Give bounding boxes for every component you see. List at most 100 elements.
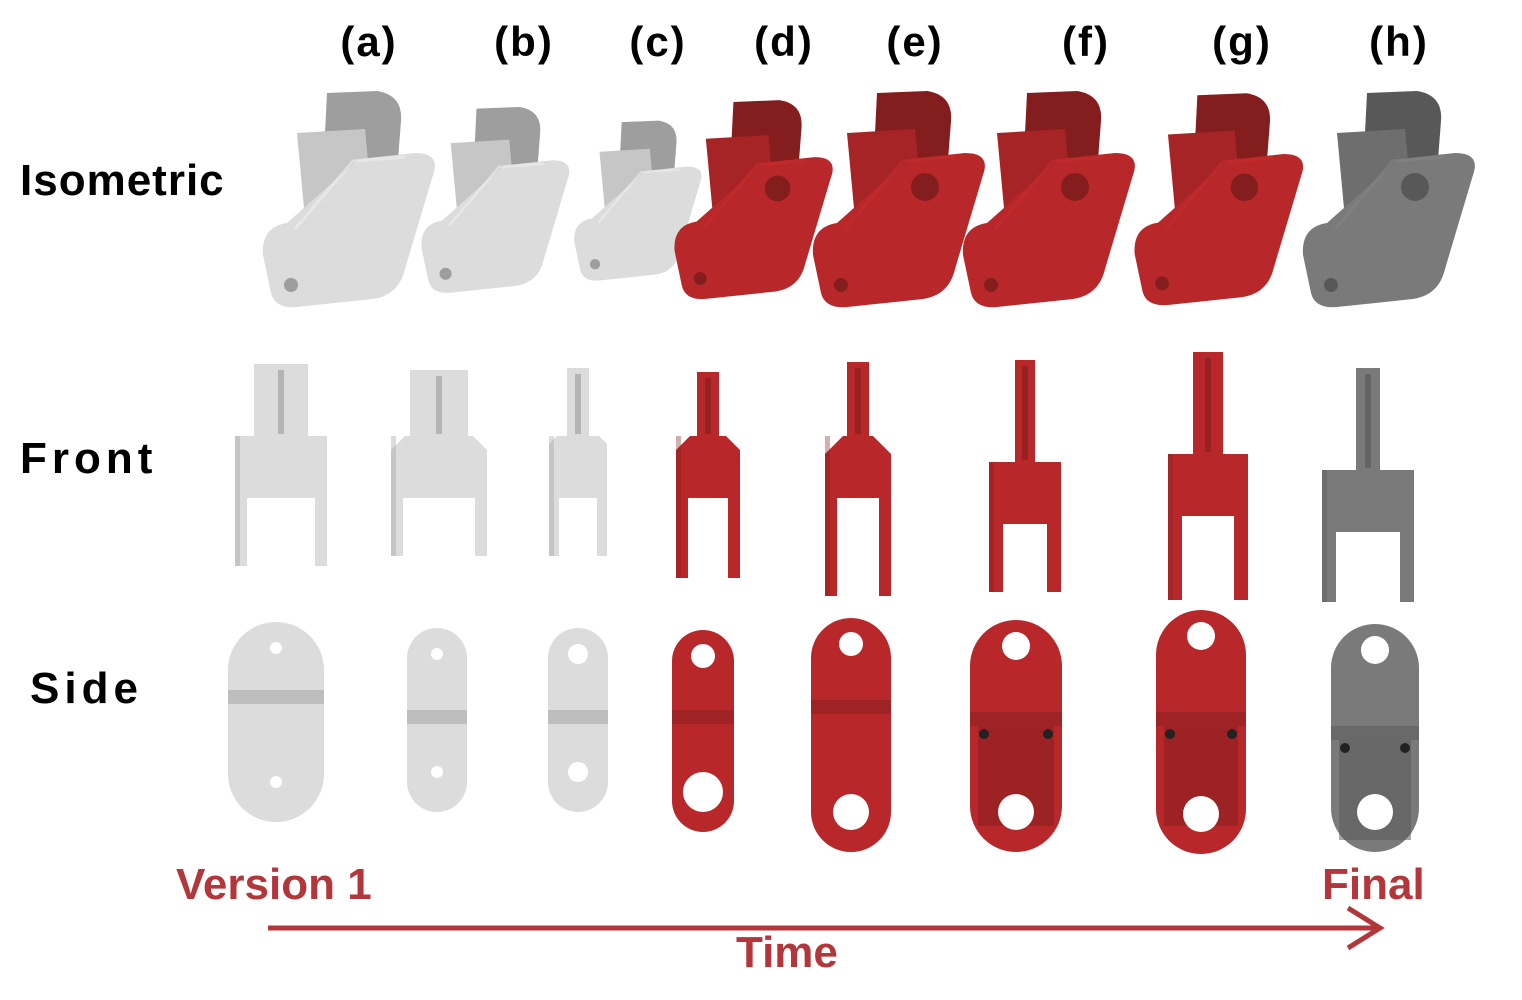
tab-slot xyxy=(436,376,442,434)
row-label-side: Side xyxy=(30,664,143,713)
isometric-part-h xyxy=(1302,91,1475,308)
axle-hole xyxy=(1061,173,1089,201)
bottom-hole xyxy=(833,794,869,830)
isometric-part-a xyxy=(262,91,435,308)
side-part-b xyxy=(407,628,467,812)
front-part-b xyxy=(391,370,487,556)
pin-hole xyxy=(1070,102,1080,112)
front-plate xyxy=(574,166,702,281)
step-line xyxy=(1331,726,1419,740)
side-part-h xyxy=(1331,624,1419,852)
front-plate xyxy=(1134,154,1304,306)
axle-hole xyxy=(1230,173,1259,202)
side-plate xyxy=(407,628,467,812)
screw-hole xyxy=(979,729,989,739)
isometric-part-c xyxy=(574,120,702,281)
tab-slot xyxy=(855,368,861,434)
axle-hole xyxy=(764,175,791,202)
front-plate xyxy=(962,153,1135,308)
top-hole xyxy=(568,644,588,664)
side-part-a xyxy=(228,622,324,822)
bottom-hole xyxy=(431,766,443,778)
fork-body xyxy=(391,436,487,556)
front-row xyxy=(235,352,1414,602)
front-part-f xyxy=(989,360,1061,592)
fork-body xyxy=(235,436,327,566)
version-1-label: Version 1 xyxy=(176,860,372,909)
step-line xyxy=(1156,712,1246,726)
time-axis-label: Time xyxy=(736,928,838,977)
step-line xyxy=(672,710,734,724)
front-part-c xyxy=(549,368,607,556)
bore-hole xyxy=(284,278,298,292)
fork-body xyxy=(676,436,740,578)
bottom-hole xyxy=(270,776,282,788)
time-arrow xyxy=(268,905,1385,951)
bottom-hole xyxy=(683,772,723,812)
top-hole xyxy=(431,648,443,660)
fork-shadow xyxy=(391,436,396,556)
step-line xyxy=(407,710,467,724)
edge-highlight xyxy=(597,168,680,224)
step-line xyxy=(811,700,891,714)
tab-slot xyxy=(705,378,711,434)
column-label-b: (b) xyxy=(494,18,554,65)
fork-shadow xyxy=(1322,470,1327,602)
edge-highlight xyxy=(1333,155,1446,230)
bore-hole xyxy=(589,259,601,270)
pin-hole xyxy=(1239,104,1250,114)
edge-highlight xyxy=(843,155,956,230)
bottom-hole xyxy=(1357,794,1393,830)
edge-highlight xyxy=(993,155,1106,230)
tab-slot xyxy=(1365,374,1371,468)
bore-hole xyxy=(1155,276,1169,291)
pin-hole xyxy=(1410,102,1420,112)
bore-hole xyxy=(693,272,707,286)
edge-highlight xyxy=(1164,156,1274,230)
isometric-row xyxy=(262,91,1475,308)
fork-body xyxy=(825,436,891,596)
side-plate xyxy=(228,622,324,822)
fork-shadow xyxy=(676,436,681,578)
side-part-c xyxy=(548,628,608,812)
pin-hole xyxy=(513,116,523,126)
column-label-g: (g) xyxy=(1212,18,1272,65)
tab-slot xyxy=(575,374,581,434)
pin-hole xyxy=(773,110,783,120)
front-part-g xyxy=(1168,352,1248,600)
column-label-c: (c) xyxy=(629,18,687,65)
fork-body xyxy=(989,462,1061,592)
axle-hole xyxy=(911,173,939,201)
screw-hole xyxy=(1043,729,1053,739)
side-plate xyxy=(811,618,891,852)
fork-shadow xyxy=(1168,454,1173,600)
side-row xyxy=(228,610,1419,854)
edge-highlight xyxy=(293,155,406,230)
bore-hole xyxy=(834,278,848,292)
step-line xyxy=(970,712,1062,726)
front-part-h xyxy=(1322,368,1414,602)
bore-hole xyxy=(439,267,452,280)
fork-body xyxy=(549,436,607,556)
step-line xyxy=(548,710,608,724)
isometric-part-b xyxy=(421,106,570,293)
screw-hole xyxy=(1227,729,1237,739)
column-label-d: (d) xyxy=(754,18,814,65)
tab-slot xyxy=(1022,366,1028,460)
tab-slot xyxy=(278,370,284,434)
axle-hole xyxy=(1401,173,1429,201)
top-hole xyxy=(1361,636,1389,664)
fork-body xyxy=(1168,454,1248,600)
top-hole xyxy=(839,632,863,656)
side-part-f xyxy=(970,620,1062,852)
screw-hole xyxy=(1165,729,1175,739)
side-part-g xyxy=(1156,610,1246,854)
side-plate xyxy=(548,628,608,812)
edge-highlight xyxy=(448,162,544,227)
bottom-hole xyxy=(998,794,1034,830)
top-hole xyxy=(1002,632,1030,660)
front-plate xyxy=(421,160,570,293)
screw-hole xyxy=(1340,743,1350,753)
time-arrow-head xyxy=(1346,905,1385,951)
